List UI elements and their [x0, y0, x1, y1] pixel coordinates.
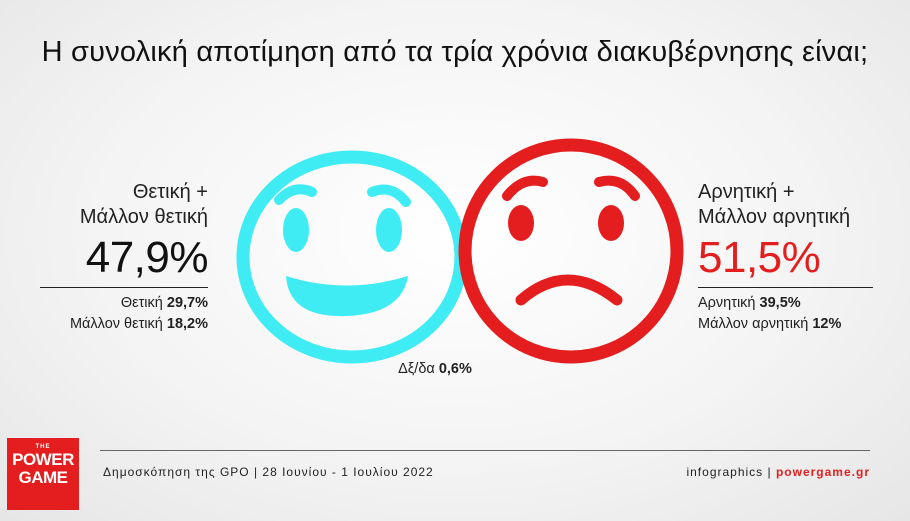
- sad-face-mouth: [515, 274, 623, 306]
- sad-face-icon: [458, 138, 684, 364]
- positive-breakdown: Θετική 29,7% Μάλλον θετική 18,2%: [30, 293, 208, 335]
- happy-face-mouth: [286, 276, 408, 317]
- logo-the: THE: [35, 444, 51, 450]
- sad-face-left-brow: [502, 175, 548, 201]
- sad-face-right-brow: [594, 175, 640, 201]
- positive-breakdown-row: Μάλλον θετική 18,2%: [30, 314, 208, 335]
- dont-know-value: Δξ/δα 0,6%: [300, 359, 570, 380]
- positive-divider: [40, 287, 208, 288]
- sad-face-right-eye: [598, 205, 624, 241]
- negative-total: 51,5%: [698, 233, 821, 282]
- powergame-logo: THE POWER GAME: [7, 438, 79, 510]
- happy-face-outline: [236, 150, 468, 364]
- positive-breakdown-value: 18,2%: [166, 316, 208, 332]
- positive-breakdown-label: Μάλλον θετική: [69, 316, 163, 332]
- negative-label-line2: Μάλλον αρνητική: [698, 206, 851, 228]
- credit-site-link[interactable]: powergame.gr: [775, 465, 870, 479]
- negative-summary: Αρνητική + Μάλλον αρνητική 51,5%: [698, 180, 873, 284]
- positive-label-line1: Θετική +: [132, 181, 208, 203]
- happy-face-icon: [236, 150, 468, 364]
- logo-power: POWER: [12, 450, 74, 469]
- logo-game: GAME: [18, 468, 69, 487]
- negative-breakdown-value: 39,5%: [759, 295, 801, 311]
- happy-face-right-eye: [376, 208, 402, 252]
- happy-face-left-eye: [283, 208, 309, 252]
- negative-breakdown-row: Αρνητική 39,5%: [698, 293, 878, 314]
- chart-title: Η συνολική αποτίμηση από τα τρία χρόνια …: [41, 36, 869, 68]
- happy-face-left-brow: [274, 184, 317, 205]
- source-note: Δημοσκόπηση της GPO | 28 Ιουνίου - 1 Ιου…: [103, 465, 434, 479]
- negative-breakdown-row: Μάλλον αρνητική 12%: [698, 314, 878, 335]
- negative-divider: [698, 287, 873, 288]
- negative-breakdown: Αρνητική 39,5% Μάλλον αρνητική 12%: [698, 293, 878, 335]
- positive-total: 47,9%: [85, 233, 209, 282]
- negative-label-line1: Αρνητική +: [698, 181, 795, 203]
- negative-breakdown-label: Αρνητική: [698, 295, 756, 311]
- positive-summary: Θετική + Μάλλον θετική 47,9%: [40, 180, 209, 284]
- footer-divider: [100, 450, 870, 451]
- happy-face-right-brow: [367, 184, 411, 207]
- positive-breakdown-value: 29,7%: [166, 295, 208, 311]
- credit-prefix: infographics |: [686, 465, 776, 479]
- positive-breakdown-label: Θετική: [120, 295, 163, 311]
- credit-note: infographics | powergame.gr: [686, 465, 870, 479]
- sad-face-left-eye: [508, 205, 534, 241]
- negative-breakdown-label: Μάλλον αρνητική: [698, 316, 809, 332]
- positive-breakdown-row: Θετική 29,7%: [30, 293, 208, 314]
- sad-face-outline: [458, 138, 684, 364]
- positive-label-line2: Μάλλον θετική: [79, 206, 208, 228]
- negative-breakdown-value: 12%: [812, 316, 842, 332]
- dont-know-percent: 0,6%: [438, 361, 472, 377]
- dont-know-label: Δξ/δα: [398, 361, 435, 377]
